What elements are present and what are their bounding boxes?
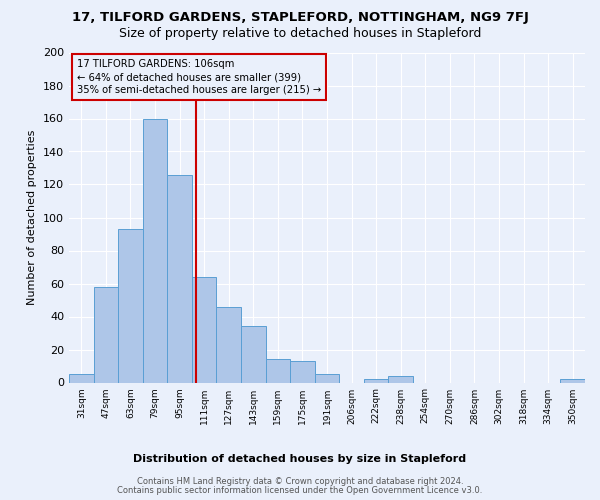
Bar <box>167 174 192 382</box>
Bar <box>560 379 585 382</box>
Bar <box>266 360 290 382</box>
Bar <box>364 379 388 382</box>
Y-axis label: Number of detached properties: Number of detached properties <box>28 130 37 305</box>
Bar <box>290 361 315 382</box>
Bar <box>94 287 118 382</box>
Bar <box>69 374 94 382</box>
Text: Size of property relative to detached houses in Stapleford: Size of property relative to detached ho… <box>119 28 481 40</box>
Bar <box>143 118 167 382</box>
Text: Distribution of detached houses by size in Stapleford: Distribution of detached houses by size … <box>133 454 467 464</box>
Bar <box>118 229 143 382</box>
Bar <box>241 326 266 382</box>
Text: Contains public sector information licensed under the Open Government Licence v3: Contains public sector information licen… <box>118 486 482 495</box>
Bar <box>217 306 241 382</box>
Text: 17, TILFORD GARDENS, STAPLEFORD, NOTTINGHAM, NG9 7FJ: 17, TILFORD GARDENS, STAPLEFORD, NOTTING… <box>71 11 529 24</box>
Text: 17 TILFORD GARDENS: 106sqm
← 64% of detached houses are smaller (399)
35% of sem: 17 TILFORD GARDENS: 106sqm ← 64% of deta… <box>77 59 321 96</box>
Bar <box>388 376 413 382</box>
Bar <box>315 374 339 382</box>
Text: Contains HM Land Registry data © Crown copyright and database right 2024.: Contains HM Land Registry data © Crown c… <box>137 477 463 486</box>
Bar <box>192 277 217 382</box>
